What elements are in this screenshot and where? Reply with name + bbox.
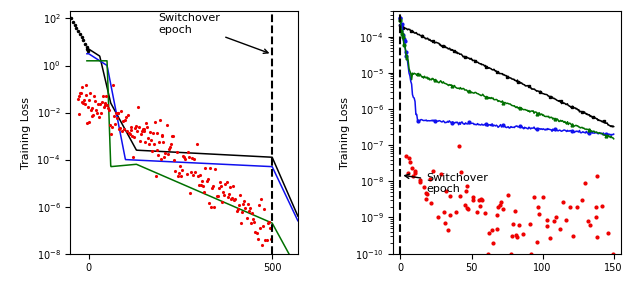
Y-axis label: Training Loss: Training Loss — [21, 97, 31, 168]
Y-axis label: Training Loss: Training Loss — [340, 97, 349, 168]
Text: Switchover
epoch: Switchover epoch — [159, 13, 268, 53]
Text: Switchover
epoch: Switchover epoch — [404, 173, 488, 194]
